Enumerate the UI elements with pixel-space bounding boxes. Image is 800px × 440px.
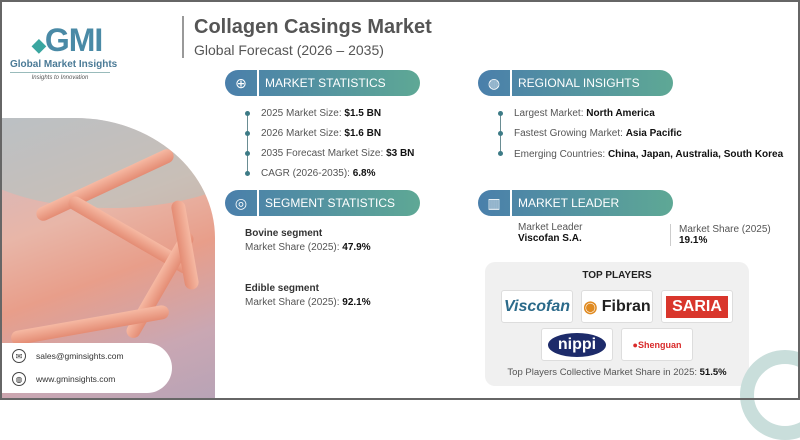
building-chart-icon: ▥ bbox=[478, 190, 512, 216]
saria-logo: SARIA bbox=[661, 290, 733, 323]
region-row: Fastest Growing Market: Asia Pacific bbox=[498, 123, 788, 143]
page-title: Collagen Casings Market bbox=[194, 16, 432, 38]
market-leader-header: ▥ MARKET LEADER bbox=[478, 190, 673, 216]
nippi-logo: nippi bbox=[541, 328, 613, 361]
stat-row: 2026 Market Size: $1.6 BN bbox=[245, 123, 414, 143]
market-leader-share: Market Share (2025) 19.1% bbox=[670, 224, 771, 246]
segment-statistics-header: ◎ SEGMENT STATISTICS bbox=[225, 190, 420, 216]
page-subtitle: Global Forecast (2026 – 2035) bbox=[194, 42, 384, 58]
regional-insights-header: ◍ REGIONAL INSIGHTS bbox=[478, 70, 673, 96]
globe-icon: ◍ bbox=[478, 70, 512, 96]
viscofan-logo: Viscofan bbox=[501, 290, 573, 323]
market-statistics-list: 2025 Market Size: $1.5 BN 2026 Market Si… bbox=[245, 103, 414, 183]
chart-globe-icon: ⊕ bbox=[225, 70, 259, 96]
segment-bovine: Bovine segment Market Share (2025): 47.9… bbox=[245, 228, 371, 253]
contact-panel: ✉ sales@gminsights.com ◍ www.gminsights.co… bbox=[0, 343, 172, 393]
region-row: Emerging Countries: China, Japan, Austra… bbox=[498, 143, 788, 162]
decorative-swirl bbox=[740, 350, 800, 440]
market-statistics-header: ⊕ MARKET STATISTICS bbox=[225, 70, 420, 96]
market-leader-name: Market Leader Viscofan S.A. bbox=[518, 222, 583, 244]
collective-share: Top Players Collective Market Share in 2… bbox=[507, 367, 727, 378]
contact-website[interactable]: ◍ www.gminsights.com bbox=[0, 369, 172, 389]
regional-insights-list: Largest Market: North America Fastest Gr… bbox=[498, 103, 788, 162]
stat-row: 2035 Forecast Market Size: $3 BN bbox=[245, 143, 414, 163]
contact-email[interactable]: ✉ sales@gminsights.com bbox=[0, 346, 172, 366]
title-block: Collagen Casings Market Global Forecast … bbox=[182, 16, 432, 58]
stat-row: 2025 Market Size: $1.5 BN bbox=[245, 103, 414, 123]
target-icon: ◎ bbox=[225, 190, 259, 216]
fibran-logo: ◉ Fibran bbox=[581, 290, 653, 323]
globe-icon: ◍ bbox=[12, 372, 26, 386]
email-icon: ✉ bbox=[12, 349, 26, 363]
region-row: Largest Market: North America bbox=[498, 103, 788, 123]
top-players-panel: TOP PLAYERS Viscofan ◉ Fibran SARIA nipp… bbox=[485, 262, 749, 386]
stat-row: CAGR (2026-2035): 6.8% bbox=[245, 163, 414, 183]
gmi-logo: ◆GMI Global Market Insights Insights to … bbox=[10, 22, 118, 81]
segment-edible: Edible segment Market Share (2025): 92.1… bbox=[245, 283, 371, 308]
shenguan-logo: ● Shenguan bbox=[621, 328, 693, 361]
